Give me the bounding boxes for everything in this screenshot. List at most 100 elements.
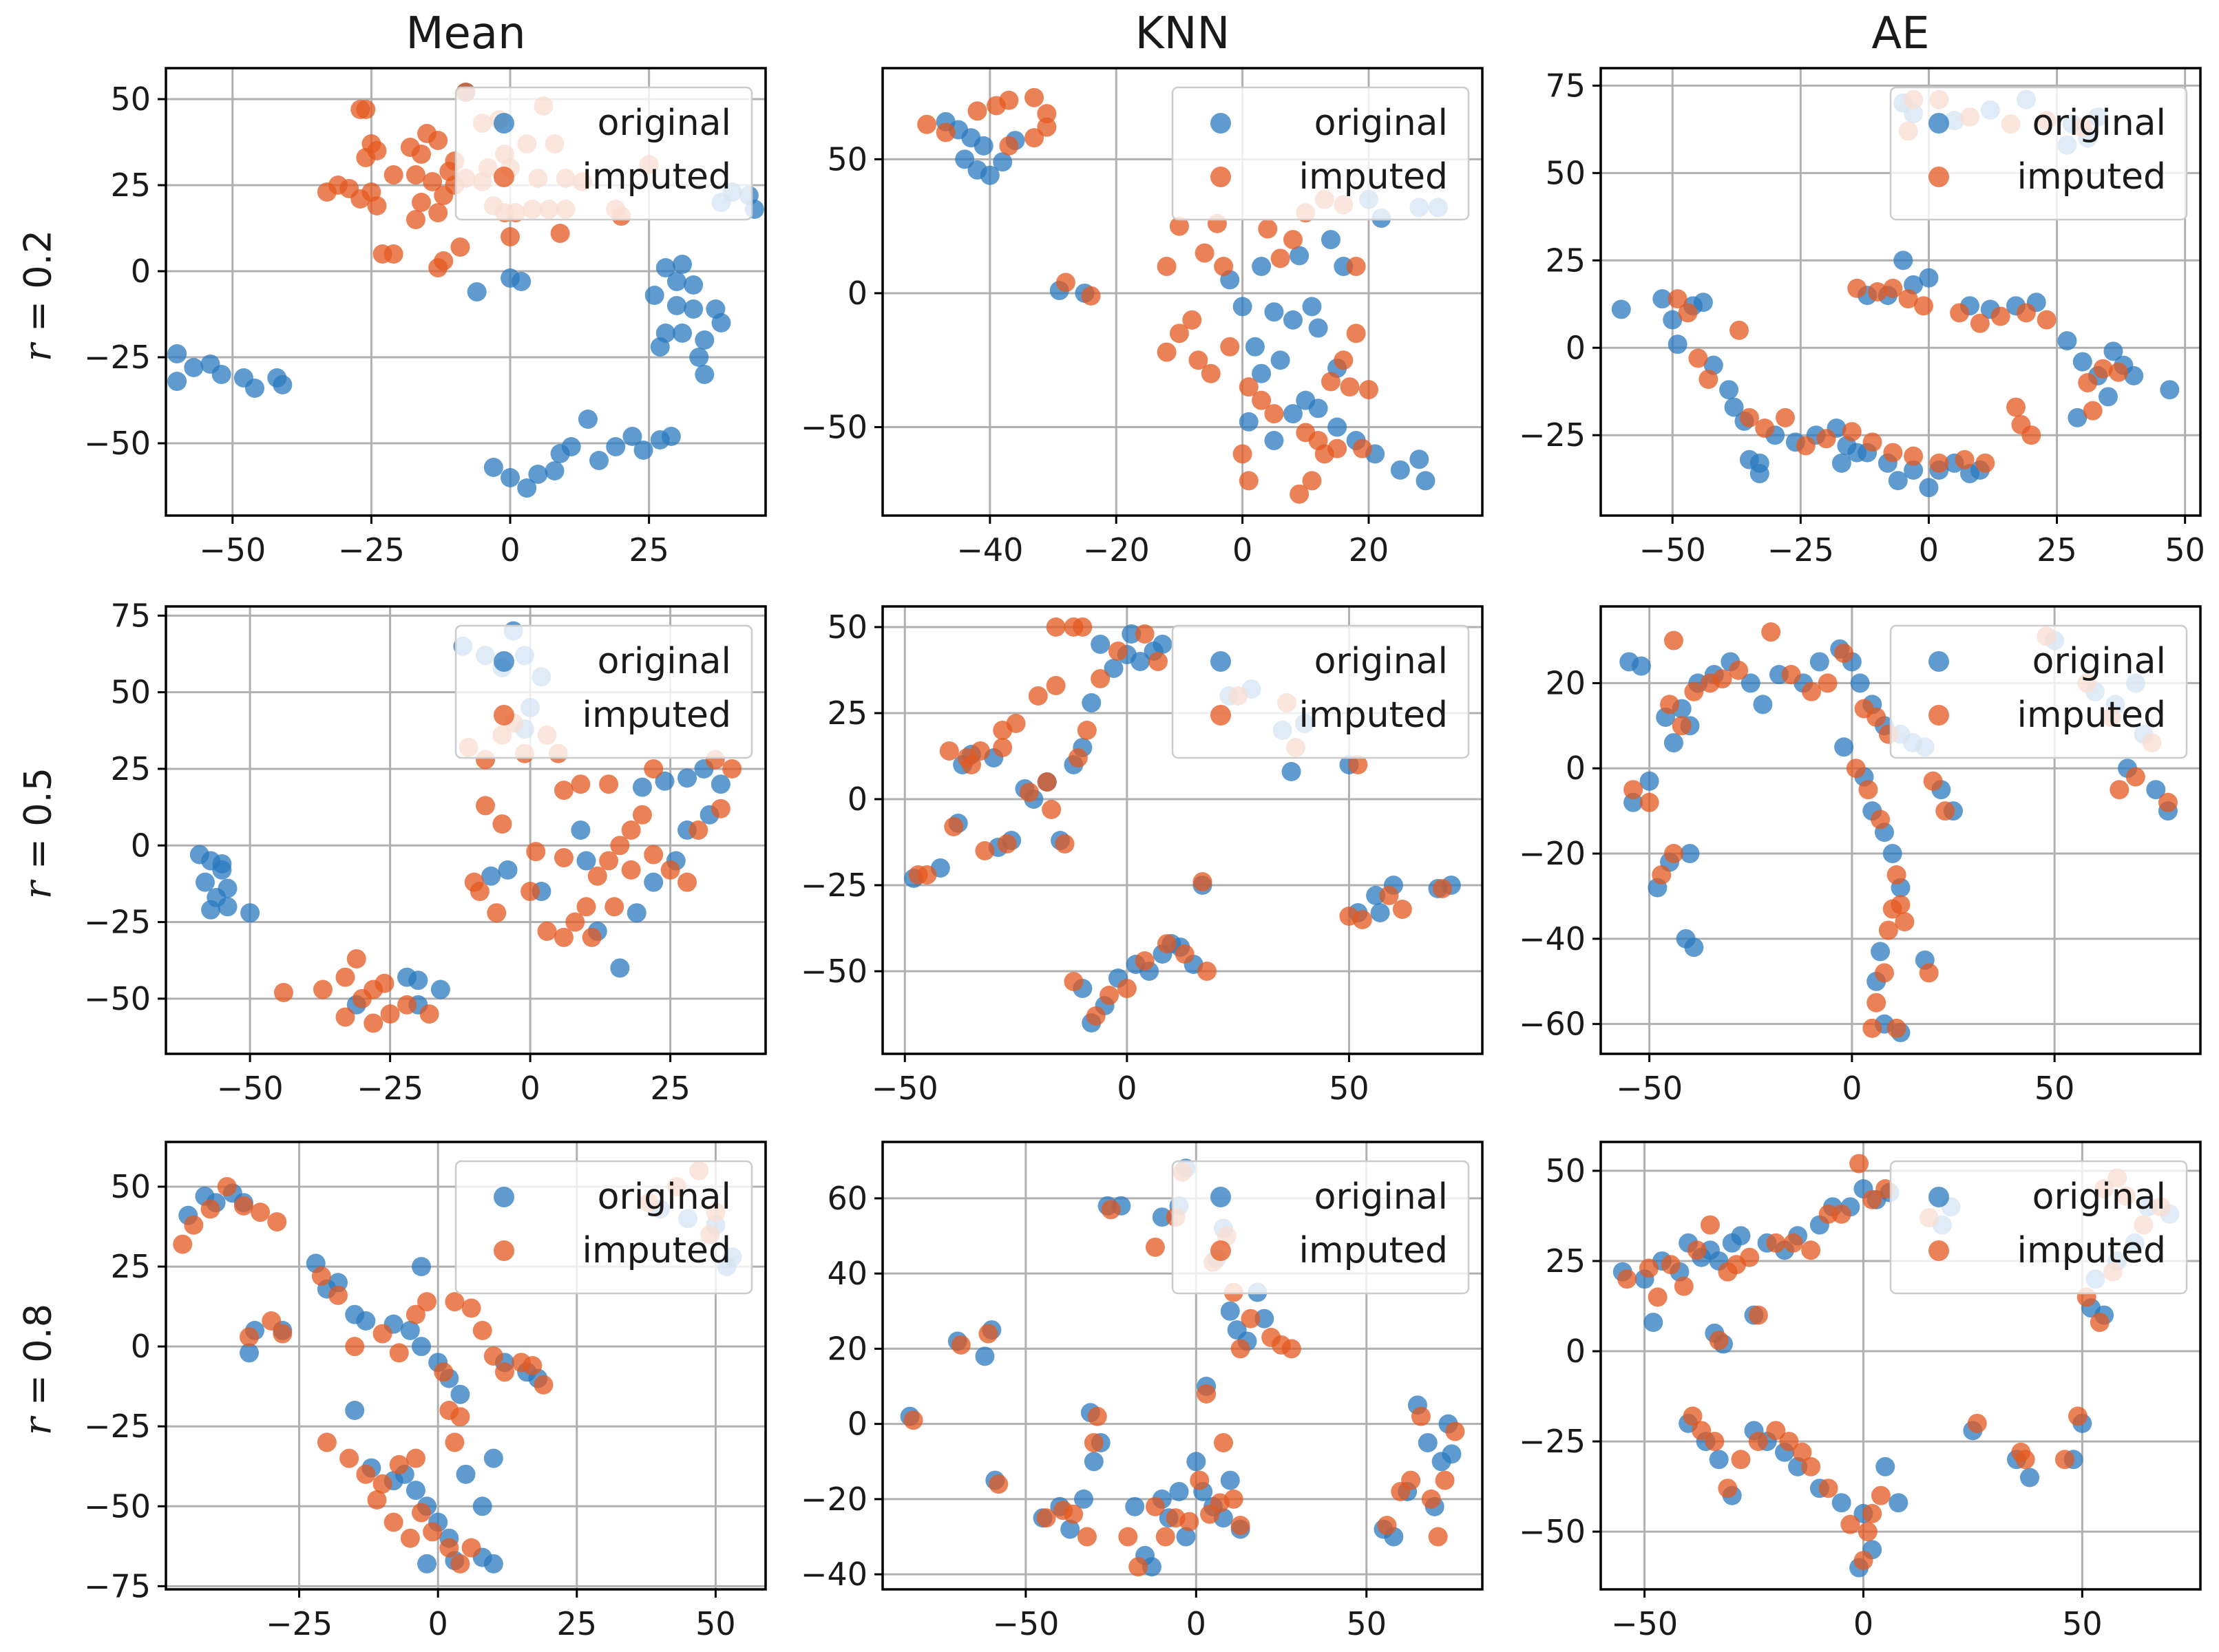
imputed-point bbox=[1862, 432, 1882, 452]
original-point bbox=[406, 1481, 425, 1501]
legend-label-original: original bbox=[598, 641, 731, 682]
original-point bbox=[1122, 624, 1142, 644]
imputed-point bbox=[1055, 273, 1075, 293]
x-tick-label: 0 bbox=[1842, 1070, 1862, 1107]
y-tick-label: 50 bbox=[1545, 154, 1586, 191]
imputed-point bbox=[688, 820, 708, 840]
imputed-point bbox=[1068, 748, 1088, 767]
panel-ae-2: −50 0 50 −60 −40 −20 0 20 original imputed bbox=[1519, 605, 2202, 1107]
points-layer bbox=[1619, 622, 2178, 1043]
imputed-point bbox=[975, 841, 995, 860]
imputed-point bbox=[1731, 1450, 1751, 1470]
original-point bbox=[450, 1384, 470, 1404]
y-tick-label: −60 bbox=[1519, 1006, 1586, 1043]
x-tick-label: −50 bbox=[217, 1070, 284, 1107]
imputed-point bbox=[200, 1199, 220, 1219]
imputed-point bbox=[1858, 1522, 1878, 1542]
imputed-point bbox=[1377, 1516, 1397, 1536]
y-tick-label: −25 bbox=[1519, 1423, 1586, 1460]
imputed-point bbox=[461, 1298, 481, 1318]
original-point bbox=[610, 958, 630, 978]
row-label-r08: r = 0.8 bbox=[17, 1146, 60, 1593]
imputed-point bbox=[1135, 624, 1155, 644]
imputed-point bbox=[1623, 780, 1643, 800]
imputed-point bbox=[1117, 979, 1137, 998]
imputed-point bbox=[554, 781, 574, 801]
legend: original imputed bbox=[1171, 1160, 1470, 1295]
y-tick-label: 60 bbox=[827, 1180, 867, 1217]
original-point bbox=[689, 348, 709, 367]
x-tick-label: 50 bbox=[1329, 1070, 1369, 1107]
axes-frame bbox=[165, 605, 767, 1055]
imputed-point bbox=[383, 1512, 403, 1532]
imputed-point bbox=[1729, 320, 1749, 340]
original-point bbox=[1220, 1301, 1240, 1321]
imputed-point bbox=[233, 1196, 253, 1216]
original-point bbox=[1889, 1493, 1908, 1513]
legend-marker-original bbox=[1210, 113, 1231, 134]
imputed-point bbox=[383, 165, 403, 184]
imputed-point bbox=[423, 1522, 443, 1542]
original-point bbox=[1680, 844, 1700, 864]
original-point bbox=[622, 427, 642, 446]
legend-frame bbox=[454, 1160, 753, 1295]
original-point bbox=[589, 451, 609, 470]
imputed-point bbox=[267, 1212, 287, 1232]
imputed-point bbox=[711, 798, 730, 818]
original-point bbox=[1264, 431, 1284, 451]
imputed-point bbox=[483, 1346, 503, 1366]
imputed-point bbox=[1401, 1470, 1421, 1490]
imputed-point bbox=[1740, 1247, 1760, 1267]
imputed-point bbox=[944, 817, 964, 836]
imputed-point bbox=[1195, 243, 1214, 263]
x-tick-label: 0 bbox=[1919, 531, 1939, 569]
imputed-point bbox=[184, 1215, 204, 1235]
original-point bbox=[980, 165, 1000, 185]
imputed-point bbox=[599, 774, 619, 794]
y-tick-label: 20 bbox=[827, 1330, 867, 1367]
imputed-point bbox=[1834, 644, 1854, 664]
imputed-point bbox=[406, 1448, 425, 1468]
imputed-point bbox=[494, 1362, 514, 1382]
imputed-point bbox=[417, 1292, 437, 1312]
y-tick-label: 25 bbox=[110, 750, 151, 787]
imputed-point bbox=[1692, 1421, 1712, 1441]
y-tick-label: 0 bbox=[1566, 329, 1586, 366]
y-tick-label: 0 bbox=[848, 275, 867, 312]
imputed-point bbox=[1891, 895, 1911, 915]
legend-marker-imputed bbox=[1928, 705, 1949, 726]
imputed-point bbox=[1904, 446, 1924, 466]
imputed-point bbox=[951, 1335, 971, 1355]
imputed-point bbox=[1818, 1479, 1838, 1499]
imputed-point bbox=[2015, 1450, 2035, 1470]
imputed-point bbox=[1781, 665, 1801, 685]
imputed-point bbox=[1428, 1527, 1448, 1547]
imputed-point bbox=[1028, 686, 1048, 706]
imputed-point bbox=[450, 1554, 470, 1574]
imputed-point bbox=[2125, 767, 2145, 787]
imputed-point bbox=[1663, 844, 1683, 864]
imputed-point bbox=[1100, 986, 1119, 1005]
legend: original imputed bbox=[1171, 624, 1470, 759]
y-tick-label: 25 bbox=[827, 695, 867, 732]
original-point bbox=[1731, 1226, 1751, 1246]
original-point bbox=[501, 468, 520, 487]
imputed-point bbox=[1652, 865, 1672, 885]
row-label-r05: r = 0.5 bbox=[17, 610, 60, 1057]
x-tick-label: −25 bbox=[1767, 531, 1834, 569]
original-point bbox=[666, 296, 686, 315]
imputed-point bbox=[1145, 1496, 1165, 1516]
original-point bbox=[1264, 302, 1284, 322]
imputed-point bbox=[1392, 900, 1412, 919]
y-tick-label: −50 bbox=[801, 409, 867, 446]
imputed-point bbox=[1264, 404, 1284, 424]
imputed-point bbox=[1037, 104, 1057, 124]
imputed-point bbox=[450, 237, 470, 257]
original-point bbox=[1749, 453, 1769, 473]
x-tick-label: −20 bbox=[1083, 531, 1150, 569]
imputed-point bbox=[1862, 1189, 1882, 1209]
imputed-point bbox=[1672, 716, 1692, 736]
imputed-point bbox=[1802, 681, 1822, 701]
imputed-point bbox=[993, 738, 1013, 757]
original-point bbox=[481, 866, 501, 886]
